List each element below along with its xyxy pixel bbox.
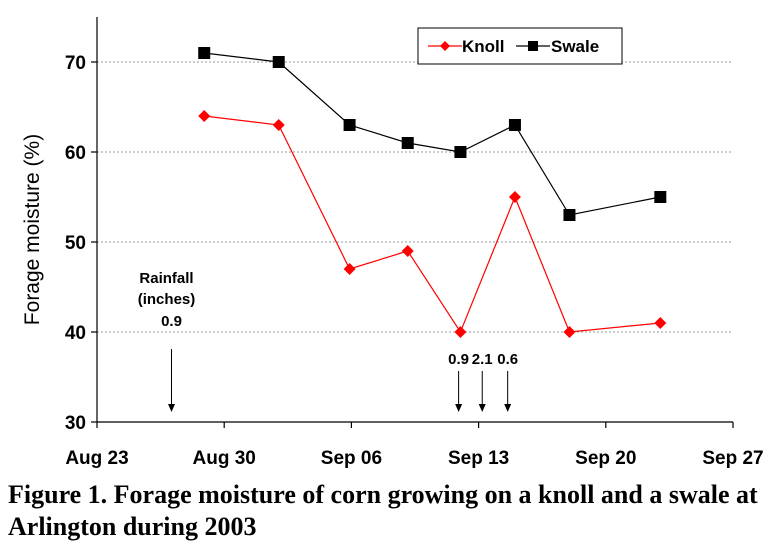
y-tick-label: 70 (65, 53, 86, 74)
data-point-knoll (654, 317, 667, 329)
rainfall-title-line2: (inches) (138, 291, 196, 308)
legend-swale-marker (528, 41, 538, 51)
series-line-knoll (204, 115, 661, 334)
data-series (198, 47, 667, 338)
figure-caption: Figure 1. Forage moisture of corn growin… (8, 480, 758, 541)
data-point-knoll (508, 191, 521, 203)
y-tick-label: 50 (65, 233, 86, 254)
x-tick-label: Aug 30 (193, 448, 256, 469)
rainfall-amount-label: 0.9 (161, 313, 182, 330)
legend-knoll-marker (440, 41, 450, 51)
data-point-knoll (198, 110, 211, 122)
data-point-swale (654, 191, 667, 203)
rainfall-amount-label: 0.9 (448, 351, 469, 368)
data-point-swale (563, 209, 576, 221)
legend: Knoll Swale (417, 27, 623, 65)
legend-swale-label: Swale (551, 37, 599, 56)
data-point-swale (272, 56, 285, 68)
data-point-swale (508, 119, 521, 131)
legend-knoll-label: Knoll (462, 37, 505, 56)
rainfall-title-line1: Rainfall (139, 270, 193, 287)
data-point-swale (198, 47, 211, 59)
y-tick-label: 40 (65, 323, 86, 344)
data-point-swale (401, 137, 414, 149)
data-point-knoll (563, 326, 576, 338)
data-point-knoll (272, 119, 285, 131)
x-tick-label: Sep 13 (448, 448, 509, 469)
rainfall-amount-label: 0.6 (497, 351, 518, 368)
data-point-swale (454, 146, 467, 158)
rainfall-arrow-head (504, 404, 512, 412)
x-tick-label: Sep 20 (575, 448, 636, 469)
rainfall-arrow-head (168, 404, 176, 412)
y-axis-title: Forage moisture (%) (21, 134, 44, 325)
data-point-knoll (401, 245, 414, 257)
y-tick-label: 30 (65, 413, 86, 434)
x-tick-label: Sep 27 (702, 448, 763, 469)
rainfall-arrow-head (455, 404, 463, 412)
grid-lines (97, 61, 733, 333)
x-tick-label: Sep 06 (321, 448, 382, 469)
rainfall-amount-label: 2.1 (472, 351, 493, 368)
series-line-swale (204, 52, 661, 216)
rainfall-annotations: Rainfall(inches)0.90.9 2.1 0.6 (138, 270, 518, 412)
axes: 30 40 50 60 70 Aug 23 Aug 30 Sep 06 Sep 13 Sep 20… (21, 17, 764, 469)
x-tick-label: Aug 23 (65, 448, 128, 469)
data-point-knoll (343, 263, 356, 275)
rainfall-arrow-head (478, 404, 486, 412)
data-point-swale (343, 119, 356, 131)
forage-moisture-chart: 30 40 50 60 70 Aug 23 Aug 30 Sep 06 Sep 13 Sep 20… (21, 17, 764, 469)
data-point-knoll (454, 326, 467, 338)
y-tick-label: 60 (65, 143, 86, 164)
